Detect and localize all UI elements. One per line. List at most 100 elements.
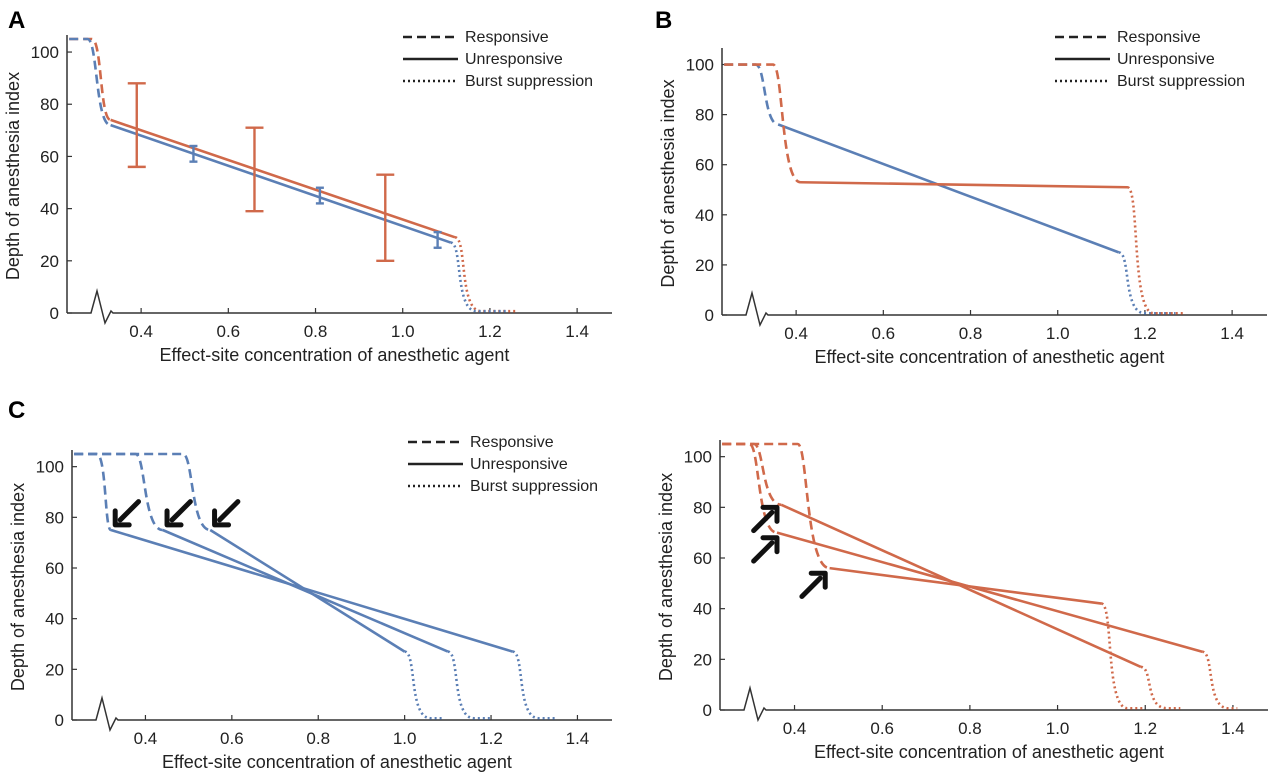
x-tick-label: 0.6	[871, 324, 895, 343]
x-tick-label: 0.8	[304, 322, 328, 341]
y-tick-label: 60	[45, 559, 64, 578]
x-tick-label: 1.4	[1221, 719, 1245, 738]
error-bar	[433, 230, 442, 249]
x-tick-label: 1.4	[566, 729, 590, 748]
panel-label: C	[8, 397, 25, 424]
legend-entry: Unresponsive	[465, 51, 563, 68]
legend-entry: Unresponsive	[1117, 51, 1215, 68]
x-tick-label: 1.0	[391, 322, 415, 341]
y-tick-label: 60	[40, 147, 59, 166]
y-tick-label: 60	[695, 156, 714, 175]
x-tick-label: 1.0	[1046, 719, 1070, 738]
panel-c: C 0 20 40 60 80 100 0.4 0.6 0.8 1.0 1.2 1.4 Effect-si…	[8, 397, 612, 772]
x-tick-label: 0.6	[220, 729, 244, 748]
y-tick-label: 100	[36, 458, 64, 477]
arrow-icon	[751, 535, 780, 564]
unresponsive-line	[800, 180, 1128, 189]
y-tick-label: 0	[55, 711, 64, 730]
y-tick-label: 0	[705, 306, 714, 325]
y-tick-label: 80	[693, 498, 712, 517]
x-tick-label: 0.4	[129, 322, 153, 341]
burst-suppression-curve	[1140, 665, 1181, 710]
responsive-curve	[74, 452, 211, 532]
panel-b: B 0 20 40 60 80 100 0.4 0.6 0.8 1.0 1.2 1.4 Effect-si…	[655, 7, 1267, 367]
unresponsive-line	[778, 123, 1120, 254]
unresponsive-line	[776, 531, 1203, 653]
x-axis-line	[722, 290, 1267, 328]
legend-entry: Responsive	[470, 434, 554, 451]
x-tick-label: 0.4	[134, 729, 158, 748]
x-tick-label: 1.0	[1046, 324, 1070, 343]
x-axis-label: Effect-site concentration of anesthetic …	[160, 345, 510, 365]
panel-d: 0 20 40 60 80 100 0.4 0.6 0.8 1.0 1.2 1.4 Effect-sit…	[656, 440, 1268, 762]
arrow-icon	[212, 499, 241, 528]
legend-entry: Burst suppression	[1117, 73, 1245, 90]
x-axis-label: Effect-site concentration of anesthetic …	[815, 347, 1165, 367]
unresponsive-line	[110, 118, 456, 239]
y-tick-label: 0	[703, 701, 712, 720]
x-tick-label: 1.4	[1220, 324, 1244, 343]
responsive-curve	[69, 37, 112, 122]
responsive-curve	[722, 442, 778, 534]
error-bar	[245, 126, 264, 213]
error-bar	[189, 144, 198, 163]
x-tick-label: 0.6	[870, 719, 894, 738]
y-tick-label: 80	[45, 508, 64, 527]
burst-suppression-curve	[1201, 650, 1238, 710]
responsive-curve	[74, 452, 113, 532]
y-tick-label: 100	[684, 448, 712, 467]
burst-suppression-curve	[447, 650, 492, 720]
y-axis-label: Depth of anesthesia index	[656, 473, 676, 681]
x-tick-label: 0.8	[958, 719, 982, 738]
arrow-icon	[799, 570, 828, 600]
x-tick-label: 0.4	[783, 719, 807, 738]
y-axis-label: Depth of anesthesia index	[658, 79, 678, 287]
responsive-curve	[724, 63, 801, 184]
legend-entry: Responsive	[1117, 29, 1201, 46]
x-tick-label: 1.2	[1133, 324, 1157, 343]
y-tick-label: 20	[695, 256, 714, 275]
x-axis-line	[67, 288, 612, 326]
x-tick-label: 0.4	[784, 324, 808, 343]
burst-suppression-curve	[1126, 185, 1185, 315]
y-tick-label: 0	[50, 304, 59, 323]
responsive-curve	[724, 63, 780, 126]
responsive-curve	[722, 442, 831, 570]
arrow-icon	[751, 504, 780, 534]
legend-entry: Burst suppression	[470, 478, 598, 495]
y-tick-label: 80	[695, 106, 714, 125]
unresponsive-line	[110, 528, 514, 653]
error-bar	[376, 173, 395, 263]
arrow-icon	[164, 499, 193, 528]
x-axis-label: Effect-site concentration of anesthetic …	[162, 752, 512, 772]
unresponsive-line	[110, 123, 452, 244]
y-tick-label: 40	[695, 206, 714, 225]
unresponsive-line	[209, 528, 406, 653]
x-tick-label: 1.2	[1133, 719, 1157, 738]
panel-label: A	[8, 7, 25, 34]
burst-suppression-curve	[1118, 251, 1176, 315]
y-tick-label: 100	[31, 43, 59, 62]
x-axis-label: Effect-site concentration of anesthetic …	[814, 742, 1164, 762]
y-tick-label: 20	[693, 650, 712, 669]
panel-a: A 0 20 40 60 80 100 0.4 0.6 0.8 1.0 1.2 1.4 Effect-si…	[3, 7, 612, 365]
legend: Responsive Unresponsive Burst suppression	[1055, 29, 1245, 90]
y-tick-label: 60	[693, 549, 712, 568]
burst-suppression-curve	[404, 650, 444, 720]
x-axis-line	[720, 685, 1268, 723]
legend-entry: Unresponsive	[470, 456, 568, 473]
y-tick-label: 100	[686, 56, 714, 75]
x-tick-label: 1.4	[565, 322, 589, 341]
legend: Responsive Unresponsive Burst suppression	[403, 29, 593, 90]
x-tick-label: 0.8	[959, 324, 983, 343]
x-axis-line	[72, 695, 612, 733]
error-bar	[127, 82, 146, 169]
y-tick-label: 40	[40, 200, 59, 219]
y-tick-label: 20	[40, 252, 59, 271]
y-axis-label: Depth of anesthesia index	[8, 483, 28, 691]
legend-entry: Responsive	[465, 29, 549, 46]
x-tick-label: 1.2	[478, 322, 502, 341]
unresponsive-line	[829, 566, 1102, 605]
y-tick-label: 40	[693, 600, 712, 619]
